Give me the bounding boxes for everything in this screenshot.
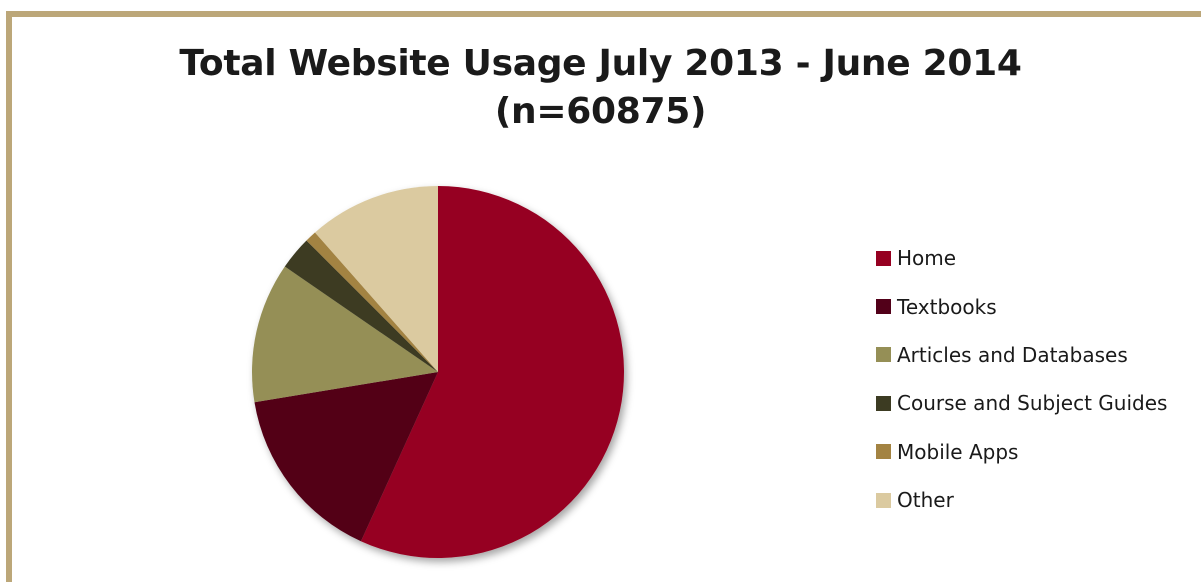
legend-item: Other: [876, 476, 1167, 524]
legend-swatch: [876, 492, 891, 508]
legend-item: Home: [876, 234, 1167, 282]
pie-slice-articles-and-databases: [252, 266, 438, 403]
legend-label: Home: [897, 246, 957, 271]
chart-legend: Home Textbooks Articles and Databases Cours…: [876, 234, 1167, 524]
pie-slice-course-and-subject-guides: [284, 240, 438, 372]
legend-swatch: [876, 250, 891, 266]
legend-item: Course and Subject Guides: [876, 379, 1167, 427]
legend-label: Articles and Databases: [897, 342, 1128, 367]
pie-slice-mobile-apps: [306, 232, 438, 372]
legend-label: Other: [897, 488, 954, 513]
pie-slice-other: [315, 186, 438, 372]
legend-item: Mobile Apps: [876, 428, 1167, 476]
legend-label: Course and Subject Guides: [897, 391, 1168, 416]
legend-swatch: [876, 395, 891, 411]
pie-slices: [252, 186, 625, 558]
legend-item: Textbooks: [876, 282, 1167, 330]
chart-subtitle: (n=60875): [494, 91, 707, 132]
legend-swatch: [876, 444, 891, 460]
legend-label: Textbooks: [897, 294, 997, 319]
legend-item: Articles and Databases: [876, 331, 1167, 379]
legend-label: Mobile Apps: [897, 439, 1019, 464]
chart-title-block: Total Website Usage July 2013 - June 201…: [0, 40, 1201, 136]
pie-slice-home: [360, 186, 625, 558]
pie-slice-textbooks: [254, 372, 438, 542]
chart-title: Total Website Usage July 2013 - June 201…: [179, 43, 1022, 84]
legend-swatch: [876, 347, 891, 363]
legend-swatch: [876, 299, 891, 315]
